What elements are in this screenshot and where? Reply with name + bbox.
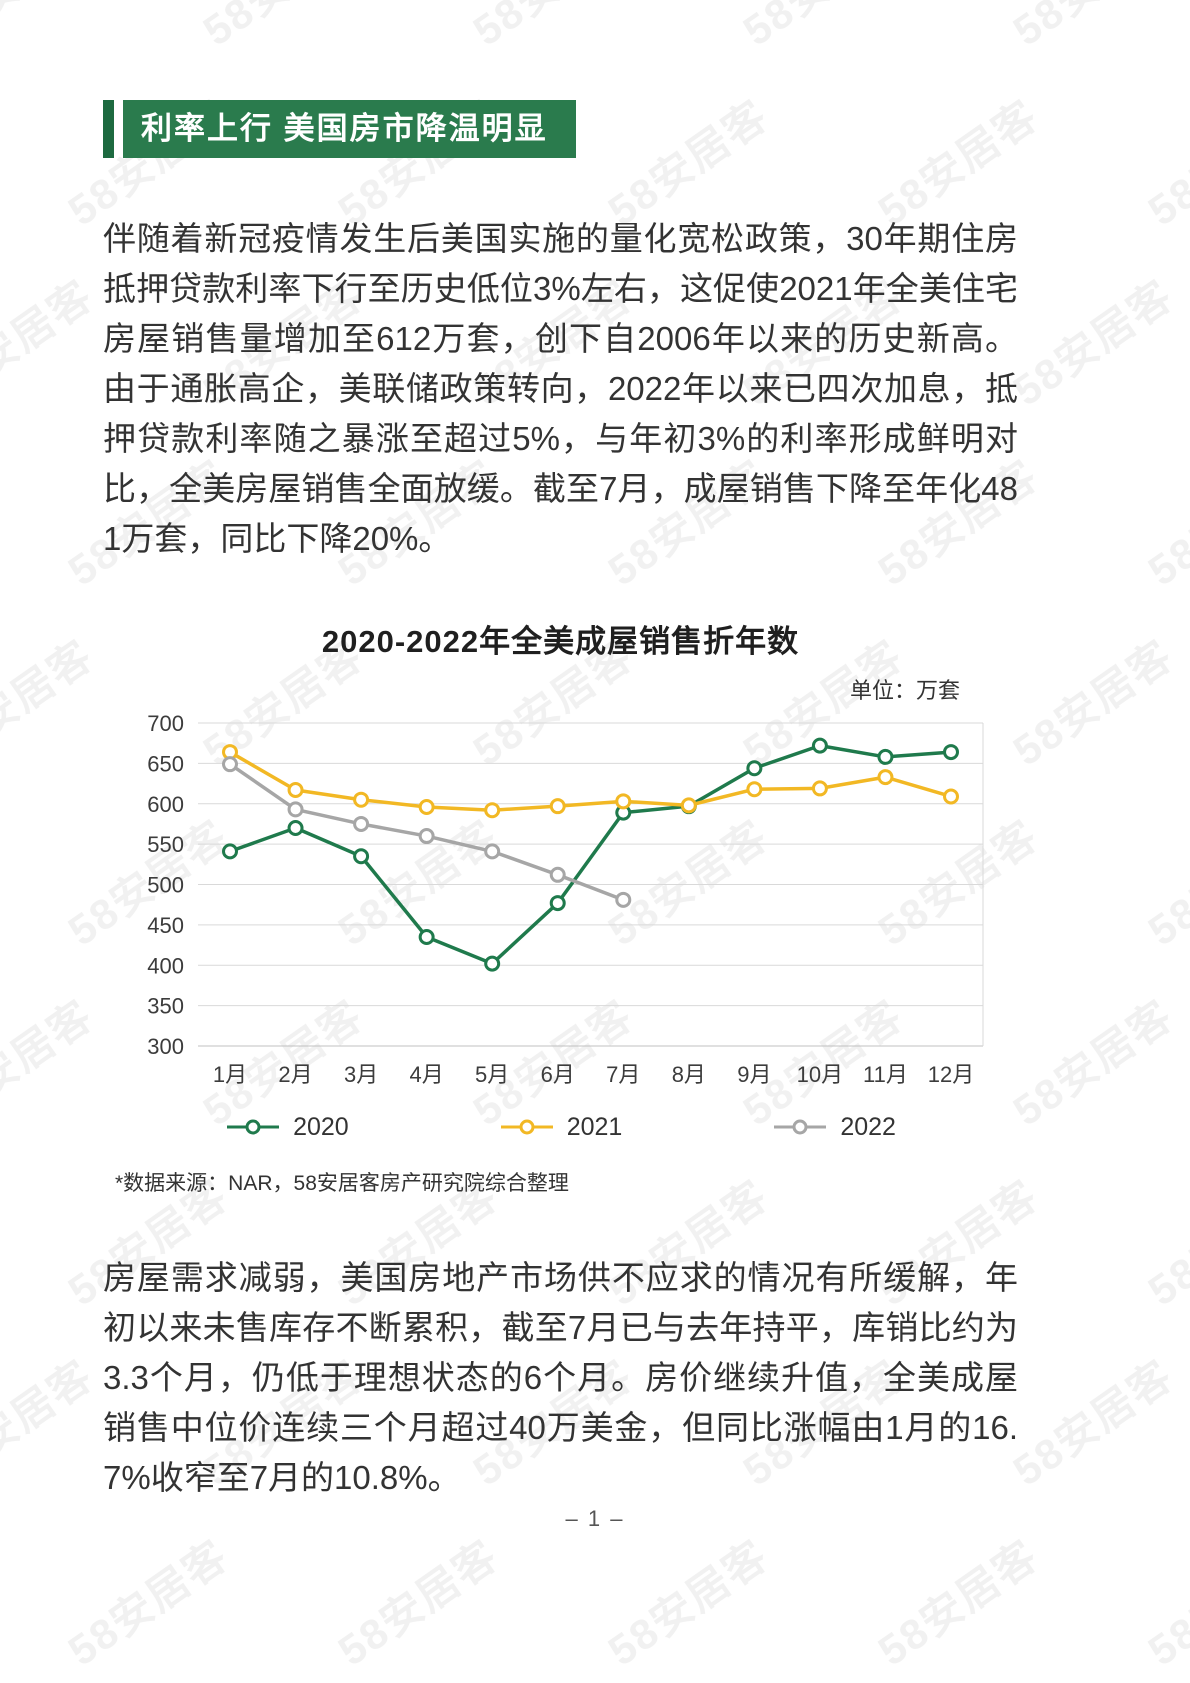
y-tick-label: 650 <box>147 751 184 776</box>
data-point <box>811 780 828 797</box>
watermark-text: 58安居客 <box>1139 1531 1190 1675</box>
data-point <box>484 802 501 819</box>
x-tick-label: 6月 <box>541 1062 575 1087</box>
line-chart: 300 350 400 450 500 550 600 650 700 1月 2月 3月 4月 5月 6月 7… <box>103 711 1018 1101</box>
series-2020 <box>222 737 959 972</box>
paragraph-intro: 伴随着新冠疫情发生后美国实施的量化宽松政策，30年期住房抵押贷款利率下行至历史低… <box>103 220 1018 557</box>
y-tick-label: 700 <box>147 711 184 736</box>
legend-item-2020: 2020 <box>225 1113 349 1142</box>
legend-marker-icon <box>774 1119 827 1135</box>
x-tick-label: 8月 <box>672 1062 706 1087</box>
chart-section: 2020-2022年全美成屋销售折年数 单位：万套 300 350 400 450 50… <box>103 616 1018 1197</box>
data-point <box>484 955 501 972</box>
y-tick-label: 600 <box>147 792 184 817</box>
legend-label: 2022 <box>840 1112 896 1141</box>
data-point <box>549 866 566 883</box>
x-tick-label: 3月 <box>344 1062 378 1087</box>
paragraph-analysis: 房屋需求减弱，美国房地产市场供不应求的情况有所缓解，年初以来未售库存不断累积，截… <box>103 1259 1018 1496</box>
data-point <box>353 848 370 865</box>
legend-label: 2021 <box>566 1112 623 1141</box>
x-tick-label: 2月 <box>278 1062 312 1087</box>
section-header: 利率上行 美国房市降温明显 <box>103 100 1018 158</box>
data-point <box>680 797 697 814</box>
data-point <box>746 781 763 798</box>
y-tick-label: 400 <box>147 953 184 978</box>
page-title: 利率上行 美国房市降温明显 <box>123 100 576 158</box>
chart-svg: 300 350 400 450 500 550 600 650 700 1月 2月 3月 4月 5月 6月 7… <box>147 711 984 1087</box>
data-point <box>287 782 304 799</box>
watermark-text: 58安居客 <box>59 1531 237 1675</box>
legend-item-2022: 2022 <box>772 1113 896 1142</box>
data-point <box>353 791 370 808</box>
data-point <box>549 895 566 912</box>
x-tick-label: 12月 <box>928 1062 974 1087</box>
page-footer: – 1 – <box>0 1506 1190 1532</box>
y-tick-label: 550 <box>147 832 184 857</box>
data-point <box>877 769 894 786</box>
data-point <box>943 788 959 805</box>
data-point <box>615 793 632 810</box>
data-point <box>418 928 435 945</box>
x-tick-label: 9月 <box>737 1062 771 1087</box>
x-tick-label: 7月 <box>606 1062 640 1087</box>
data-point <box>746 760 763 777</box>
x-tick-label: 10月 <box>797 1062 843 1087</box>
chart-source-note: *数据来源：NAR，58安居客房产研究院综合整理 <box>115 1172 569 1195</box>
data-point <box>287 801 304 818</box>
x-tick-label: 5月 <box>475 1062 509 1087</box>
legend-marker-icon <box>500 1119 553 1135</box>
page-number: – 1 – <box>565 1506 625 1531</box>
legend-marker-icon <box>227 1119 280 1135</box>
y-tick-label: 500 <box>147 873 184 898</box>
series-2021 <box>222 744 959 819</box>
data-point <box>877 748 894 765</box>
x-tick-label: 1月 <box>213 1062 247 1087</box>
title-accent-bar <box>103 100 114 158</box>
chart-title: 2020-2022年全美成屋销售折年数 <box>321 624 800 659</box>
data-point <box>811 737 828 754</box>
data-point <box>484 843 501 860</box>
y-tick-label: 450 <box>147 913 184 938</box>
watermark-text: 58安居客 <box>329 1531 507 1675</box>
watermark-text: 58安居客 <box>869 1531 1047 1675</box>
data-point <box>287 819 304 836</box>
legend-label: 2020 <box>293 1112 349 1141</box>
chart-legend: 2020 2021 2022 <box>103 1111 1018 1143</box>
data-point <box>222 843 238 860</box>
legend-item-2021: 2021 <box>499 1112 623 1142</box>
y-tick-label: 350 <box>147 994 184 1019</box>
chart-unit-label: 单位：万套 <box>849 678 960 703</box>
data-point <box>549 798 566 815</box>
data-point <box>418 798 435 815</box>
data-point <box>943 744 959 761</box>
watermark-text: 58安居客 <box>599 1531 777 1675</box>
x-tick-label: 4月 <box>410 1062 444 1087</box>
data-point <box>222 756 238 773</box>
data-point <box>353 815 370 832</box>
y-tick-label: 300 <box>147 1034 184 1059</box>
page-content: 利率上行 美国房市降温明显 伴随着新冠疫情发生后美国实施的量化宽松政策，30年期… <box>103 100 1018 1496</box>
data-point <box>615 891 632 908</box>
series-2022 <box>222 756 632 908</box>
data-point <box>418 828 435 845</box>
x-tick-label: 11月 <box>863 1062 908 1087</box>
